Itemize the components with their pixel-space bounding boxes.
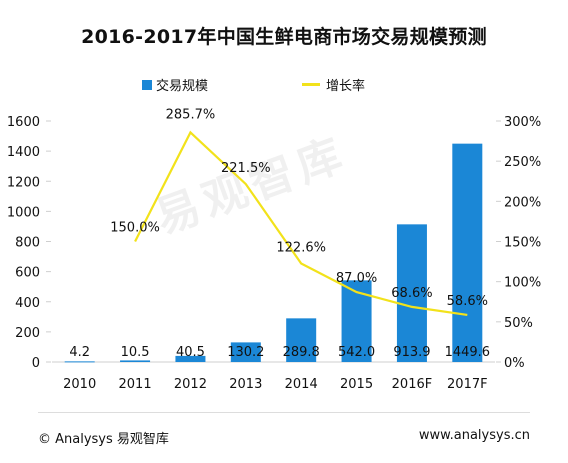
growth-value-label: 122.6% [276, 241, 326, 256]
y-left-tick-label: 1200 [7, 175, 40, 190]
growth-value-label: 285.7% [166, 107, 216, 122]
y-left-tick-label: 800 [15, 236, 40, 251]
y-right-tick-label: 250% [504, 155, 541, 170]
y-left-tick-label: 400 [15, 296, 40, 311]
legend-label-line: 增长率 [326, 79, 366, 94]
y-left-tick-label: 600 [15, 266, 40, 281]
bar-value-label: 913.9 [393, 345, 430, 360]
x-tick-label: 2014 [285, 377, 318, 392]
bar-value-label: 10.5 [121, 345, 150, 360]
y-right-tick-label: 100% [504, 276, 541, 291]
legend-item-bar: 交易规模 [142, 75, 208, 94]
bar [452, 143, 483, 362]
y-right-tick-label: 0% [504, 356, 525, 371]
growth-value-label: 221.5% [221, 161, 271, 176]
y-right-tick-label: 200% [504, 195, 541, 210]
bar [64, 361, 95, 363]
growth-value-label: 58.6% [447, 294, 488, 309]
bar-value-label: 542.0 [338, 345, 375, 360]
bar-value-label: 4.2 [69, 345, 90, 360]
bar [175, 355, 206, 362]
bar [230, 342, 261, 362]
bar-value-label: 289.8 [283, 345, 320, 360]
footer-copyright: © Analysys 易观智库 [38, 432, 169, 447]
bar [286, 318, 317, 362]
y-right-tick-label: 300% [504, 115, 541, 130]
chart-title: 2016-2017年中国生鲜电商市场交易规模预测 [81, 26, 487, 48]
legend-swatch-line [302, 83, 320, 86]
legend-item-line: 增长率 [302, 75, 365, 94]
y-left-tick-label: 1600 [7, 115, 40, 130]
growth-value-label: 68.6% [391, 286, 432, 301]
y-left-tick-label: 1400 [7, 145, 40, 160]
x-tick-label: 2011 [119, 377, 152, 392]
growth-line [134, 130, 468, 317]
bar-value-label: 130.2 [227, 345, 264, 360]
bar-value-label: 40.5 [176, 345, 205, 360]
growth-value-label: 87.0% [336, 271, 377, 286]
y-left-tick-label: 0 [32, 356, 40, 371]
y-right-tick-label: 50% [504, 316, 533, 331]
y-left-tick-label: 1000 [7, 205, 40, 220]
bar-value-label: 1449.6 [445, 345, 491, 360]
x-tick-label: 2015 [340, 377, 373, 392]
legend-label-bar: 交易规模 [156, 79, 209, 94]
x-tick-label: 2017F [447, 377, 488, 392]
growth-value-label: 150.0% [110, 221, 160, 236]
footer-url: www.analysys.cn [418, 428, 530, 443]
x-tick-label: 2016F [392, 377, 433, 392]
y-left-tick-label: 200 [15, 326, 40, 341]
x-tick-label: 2010 [63, 377, 96, 392]
bar [396, 224, 427, 362]
legend: 交易规模 增长率 [0, 75, 568, 94]
y-right-tick-label: 150% [504, 236, 541, 251]
x-tick-label: 2013 [229, 377, 262, 392]
legend-swatch-bar [142, 79, 152, 90]
footer-divider [38, 412, 530, 413]
bar [120, 360, 151, 362]
x-tick-label: 2012 [174, 377, 207, 392]
